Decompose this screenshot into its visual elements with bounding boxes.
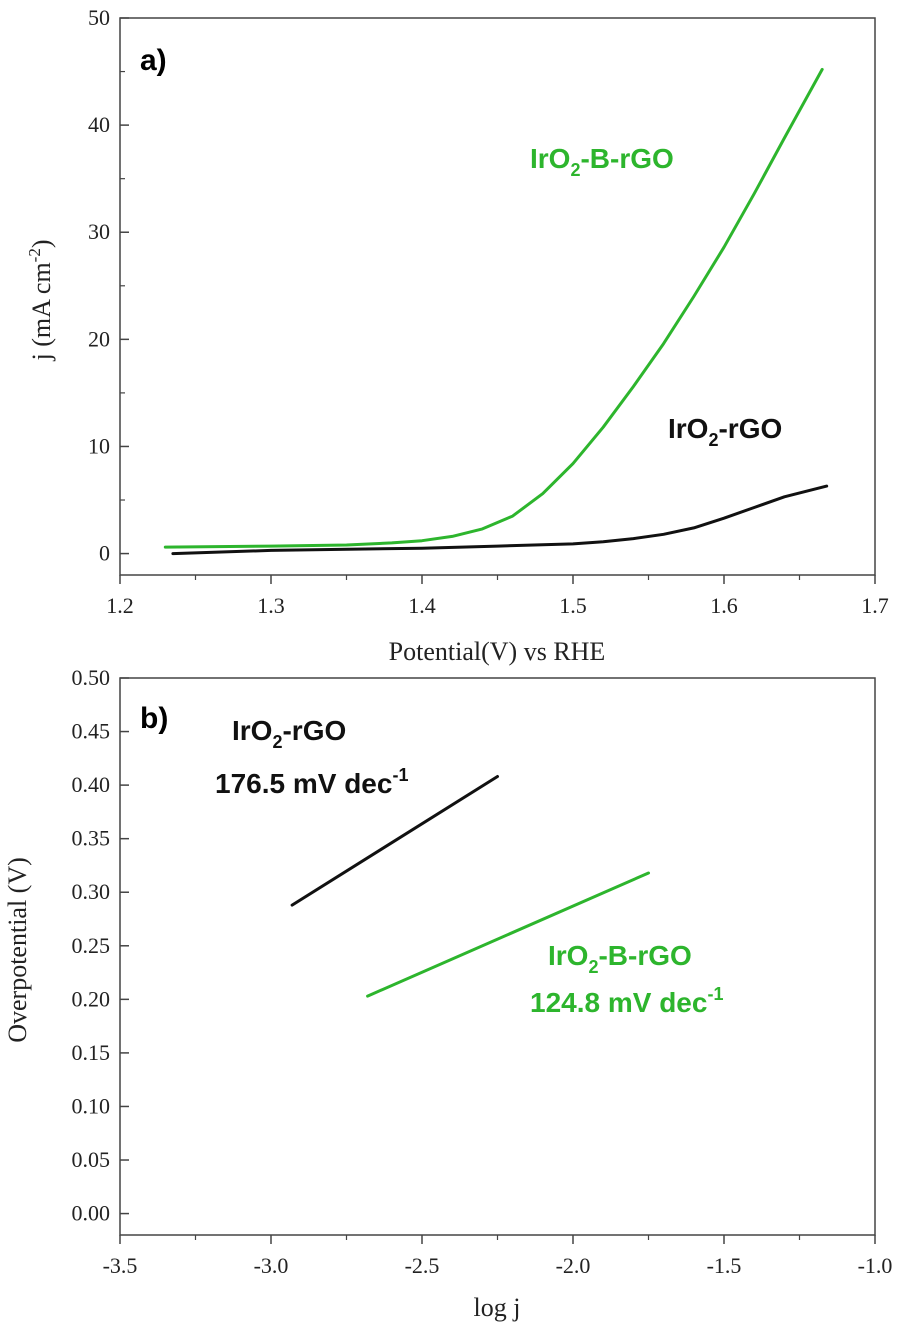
panel-b-x-tick-label: -3.0 [254, 1253, 289, 1278]
panel-b-slope-rgo-sup: -1 [392, 765, 408, 785]
panel-a-y-axis-title-main: j (mA cm [27, 262, 56, 361]
panel-a-y-axis-title-sup: -2 [25, 248, 44, 262]
panel-a-x-tick-label: 1.7 [861, 593, 889, 618]
panel-b-y-tick-label: 0.40 [72, 772, 111, 797]
panel-a-series-line [171, 484, 829, 556]
panel-b-y-tick-label: 0.25 [72, 933, 111, 958]
panel-b-label-b-rgo-sub: 2 [588, 957, 598, 977]
panel-b-y-tick-label: 0.15 [72, 1040, 111, 1065]
panel-a-label-rgo: IrO2-rGO [668, 413, 782, 450]
panel-b-x-tick-label: -1.0 [858, 1253, 893, 1278]
panel-b-slope-rgo: 176.5 mV dec-1 [215, 765, 408, 799]
panel-a-label-rgo-sub: 2 [708, 430, 718, 450]
panel-b-plot-frame [119, 677, 876, 1236]
panel-b-y-tick-label: 0.50 [72, 665, 111, 690]
panel-b-y-tick-label: 0.30 [72, 879, 111, 904]
panel-b-y-tick-label: 0.45 [72, 719, 111, 744]
panel-b-label-b-rgo: IrO2-B-rGO [548, 940, 692, 977]
panel-a-y-axis-title-close: ) [27, 239, 56, 248]
panel-b-label-b-rgo-b: -B-rGO [598, 940, 691, 971]
panel-a-label-b-rgo-sub: 2 [570, 160, 580, 180]
panel-b-x-axis-title: log j [474, 1293, 521, 1322]
panel-a-y-tick-label: 10 [88, 433, 110, 458]
panel-b-slope-b-rgo: 124.8 mV dec-1 [530, 984, 723, 1018]
panel-b-y-axis-title: Overpotential (V) [3, 857, 32, 1043]
panel-a-x-tick-label: 1.4 [408, 593, 436, 618]
panel-a-label-rgo-b: -rGO [718, 413, 782, 444]
panel-a-x-tick-label: 1.3 [257, 593, 285, 618]
panel-b-label-rgo-b: -rGO [282, 715, 346, 746]
panel-a-plot-frame [119, 17, 876, 576]
panel-a-x-tick-label: 1.6 [710, 593, 738, 618]
panel-a-x-axis-title: Potential(V) vs RHE [389, 637, 606, 666]
panel-a-x-tick-label: 1.2 [106, 593, 134, 618]
panel-b-x-ticks: -3.5 -3.0 -2.5 -2.0 -1.5 -1.0 [103, 1235, 893, 1278]
panel-b-y-tick-label: 0.20 [72, 986, 111, 1011]
panel-a-y-ticks: 0 10 20 30 40 50 [88, 5, 129, 566]
panel-a-label-b-rgo-b: -B-rGO [580, 143, 673, 174]
panel-a-label-rgo-a: IrO [668, 413, 708, 444]
panel-a-x-tick-label: 1.5 [559, 593, 587, 618]
panel-a-y-tick-label: 0 [99, 541, 110, 566]
panel-b-x-tick-label: -2.5 [405, 1253, 440, 1278]
panel-a-label: a) [140, 44, 167, 77]
panel-b-label-rgo: IrO2-rGO [232, 715, 346, 752]
panel-a-y-tick-label: 40 [88, 112, 110, 137]
panel-b-x-tick-label: -2.0 [556, 1253, 591, 1278]
panel-b-label-rgo-a: IrO [232, 715, 272, 746]
panel-b-series-line [366, 871, 650, 998]
panel-b-label-b-rgo-a: IrO [548, 940, 588, 971]
panel-b-y-tick-label: 0.05 [72, 1147, 111, 1172]
panel-b-y-tick-label: 0.35 [72, 826, 111, 851]
panel-b-y-tick-label: 0.00 [72, 1201, 111, 1226]
panel-b-slope-rgo-a: 176.5 mV dec [215, 768, 392, 799]
panel-b-series-line [290, 775, 499, 907]
panel-a-label-b-rgo: IrO2-B-rGO [530, 143, 674, 180]
panel-a-label-b-rgo-a: IrO [530, 143, 570, 174]
panel-b-label-rgo-sub: 2 [272, 732, 282, 752]
panel-b-x-tick-label: -3.5 [103, 1253, 138, 1278]
panel-b-slope-b-rgo-a: 124.8 mV dec [530, 987, 707, 1018]
panel-b-slope-b-rgo-sup: -1 [707, 984, 723, 1004]
panel-b-chart: 0.00 0.05 0.10 0.15 0.20 0.25 0.30 0.35 0.40 0.45… [3, 665, 892, 1322]
panel-b-series [290, 775, 650, 998]
panel-a-x-ticks: 1.2 1.3 1.4 1.5 1.6 1.7 [106, 575, 889, 618]
panel-b-x-tick-label: -1.5 [707, 1253, 742, 1278]
panel-b-label: b) [140, 702, 168, 735]
panel-a-y-axis-title: j (mA cm-2) [25, 239, 56, 361]
panel-a-y-tick-label: 20 [88, 326, 110, 351]
panel-a-y-tick-label: 30 [88, 219, 110, 244]
panel-b-y-ticks: 0.00 0.05 0.10 0.15 0.20 0.25 0.30 0.35 0.40 0.45… [72, 665, 129, 1226]
panel-b-y-tick-label: 0.10 [72, 1093, 111, 1118]
panel-a-series-line [163, 67, 824, 549]
panel-a-y-tick-label: 50 [88, 5, 110, 30]
panel-a-series [163, 67, 829, 556]
panel-a-chart: 0 10 20 30 40 50 1.2 1.3 1.4 1.5 1.6 1.7 a) Potent… [25, 5, 889, 666]
